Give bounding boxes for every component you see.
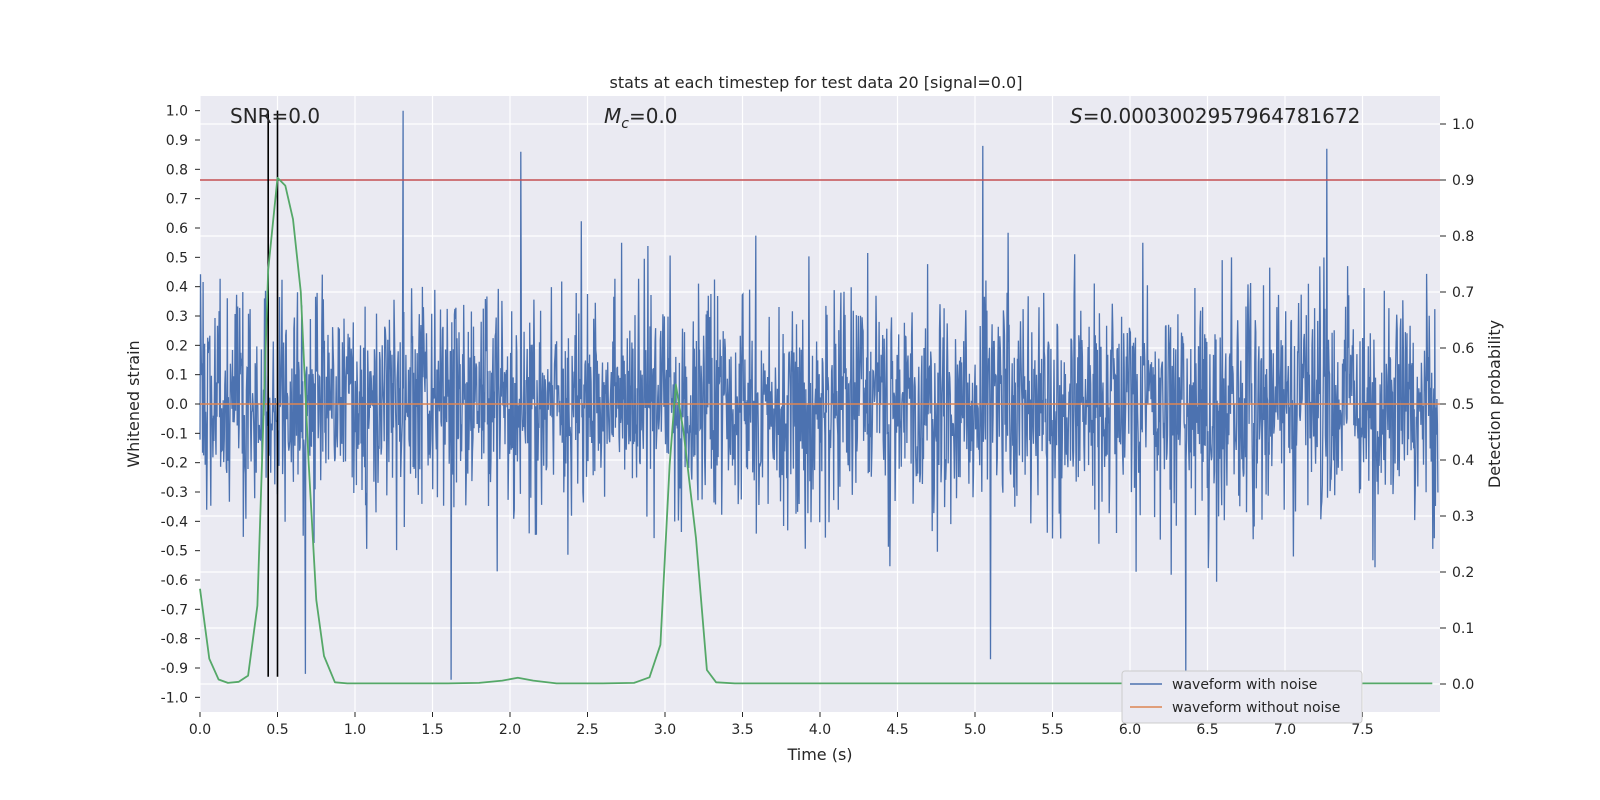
y2-tick-label: 0.4 [1452,453,1474,469]
x-tick-label: 7.5 [1351,722,1373,738]
x-axis-label: Time (s) [786,745,852,764]
y-axis-ticks: 1.0 0.9 0.8 0.7 0.6 0.5 0.4 0.3 0.2 0.1 0.0 -0.1 -0.… [161,104,200,706]
x-tick-label: 1.0 [344,722,366,738]
y-tick-label: 0.6 [166,221,188,237]
snr-annotation: SNR=0.0 [230,104,320,128]
x-tick-label: 3.5 [731,722,753,738]
y2-tick-label: 0.9 [1452,173,1474,189]
y2-tick-label: 0.7 [1452,285,1474,301]
mc-value: =0.0 [629,104,678,128]
y2-tick-label: 0.1 [1452,621,1474,637]
chirp-mass-annotation: Mc=0.0 [604,104,678,132]
x-tick-label: 6.0 [1119,722,1141,738]
legend-box [1121,670,1363,724]
y-tick-label: 0.3 [166,309,188,325]
y-tick-label: 0.0 [166,397,188,413]
x-tick-label: 2.0 [499,722,521,738]
x-tick-label: 4.0 [809,722,831,738]
y-tick-label: -0.8 [161,632,188,648]
y2-tick-label: 0.6 [1452,341,1474,357]
y-tick-label: -0.7 [161,602,188,618]
y2-tick-label: 0.0 [1452,677,1474,693]
y2-axis-ticks: 1.0 0.9 0.8 0.7 0.6 0.5 0.4 0.3 0.2 0.1 0.0 [1440,117,1474,693]
y-axis-label: Whitened strain [124,340,143,467]
x-tick-label: 6.5 [1196,722,1218,738]
y-tick-label: 1.0 [166,104,188,120]
detection-probability-series [199,176,1433,685]
legend-label-noisy: waveform with noise [1172,677,1317,693]
mc-subscript: c [621,116,629,132]
x-tick-label: 5.0 [964,722,986,738]
y2-tick-label: 0.8 [1452,229,1474,245]
y-tick-label: 0.5 [166,250,188,266]
x-tick-label: 0.5 [266,722,288,738]
waveform-with-noise-line [199,110,1439,680]
legend-label-clean: waveform without noise [1172,700,1340,716]
s-value: =0.0003002957964781672 [1083,104,1361,128]
mc-symbol: M [604,104,621,128]
y-tick-label: 0.8 [166,162,188,178]
y-tick-label: -0.3 [161,485,188,501]
chart-title: stats at each timestep for test data 20 … [610,73,1023,92]
y-tick-label: -0.5 [161,544,188,560]
y-tick-label: 0.2 [166,338,188,354]
vertical-markers [267,110,279,677]
y2-tick-label: 0.2 [1452,565,1474,581]
x-tick-label: 1.5 [421,722,443,738]
x-tick-label: 2.5 [576,722,598,738]
y-tick-label: 0.7 [166,192,188,208]
waveform-with-noise-series [199,110,1439,680]
x-axis-ticks: 0.0 0.5 1.0 1.5 2.0 2.5 3.0 3.5 4.0 4.5 5.0 5.5 6.0 6… [189,712,1374,738]
x-tick-label: 5.5 [1041,722,1063,738]
x-tick-label: 4.5 [886,722,908,738]
y2-tick-label: 0.3 [1452,509,1474,525]
y-tick-label: 0.4 [166,280,188,296]
s-annotation: S=0.0003002957964781672 [1070,104,1360,128]
detection-probability-line [199,176,1433,685]
y-tick-label: 0.1 [166,368,188,384]
y-tick-label: -1.0 [161,690,188,706]
y2-tick-label: 0.5 [1452,397,1474,413]
y-tick-label: -0.6 [161,573,188,589]
x-tick-label: 3.0 [654,722,676,738]
y-tick-label: -0.2 [161,456,188,472]
y-tick-label: -0.9 [161,661,188,677]
s-symbol: S [1070,104,1083,128]
y-tick-label: -0.1 [161,426,188,442]
legend: waveform with noise waveform without noi… [1121,670,1363,724]
y-tick-label: 0.9 [166,133,188,149]
y2-axis-label: Detection probability [1485,320,1504,488]
y2-tick-label: 1.0 [1452,117,1474,133]
x-tick-label: 0.0 [189,722,211,738]
x-tick-label: 7.0 [1274,722,1296,738]
y-tick-label: -0.4 [161,514,188,530]
